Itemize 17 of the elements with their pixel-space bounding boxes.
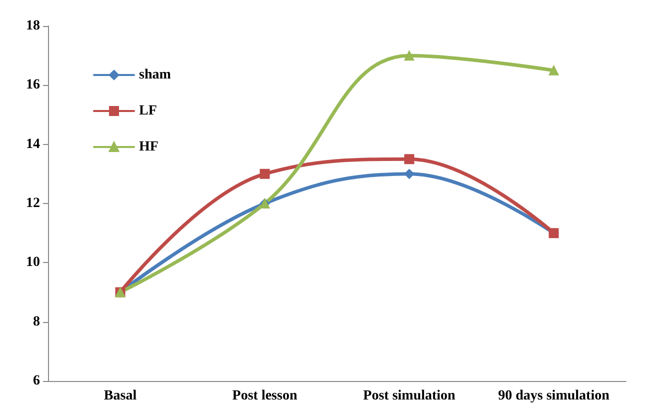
y-tick-label: 8 <box>33 314 40 330</box>
legend-label: HF <box>139 140 158 154</box>
legend-label: sham <box>139 68 172 82</box>
x-tick-label: Post lesson <box>232 388 298 404</box>
y-tick-label: 12 <box>26 196 40 211</box>
x-tick-label: Post simulation <box>363 388 456 404</box>
point <box>404 154 414 164</box>
y-tick-label: 18 <box>26 18 40 34</box>
point <box>260 168 270 179</box>
legend-label: LF <box>139 104 157 118</box>
y-tick-label: 16 <box>26 78 40 93</box>
x-tick-label: 90 days simulation <box>498 388 610 404</box>
y-tick-label: 6 <box>33 374 40 388</box>
y-tick-label: 14 <box>26 136 40 152</box>
x-tick-label: Basal <box>104 388 137 404</box>
y-tick-label: 10 <box>26 255 40 270</box>
point <box>404 168 414 179</box>
